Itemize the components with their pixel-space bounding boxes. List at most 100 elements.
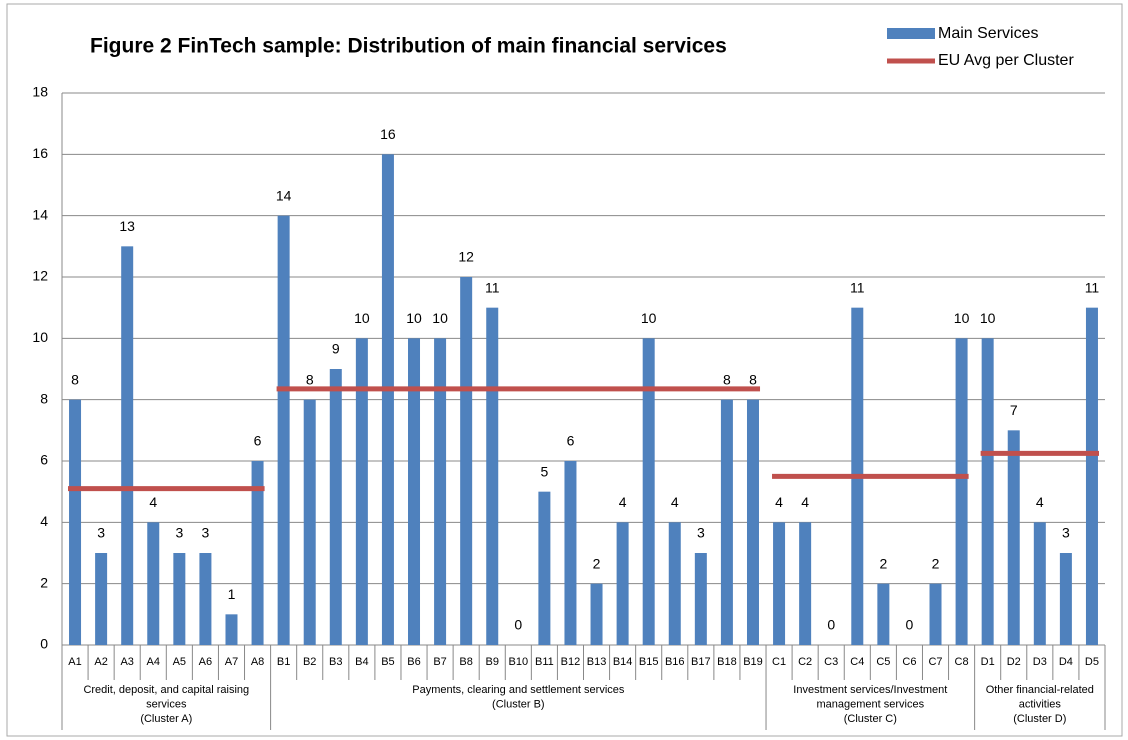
bar: [538, 491, 551, 645]
value-label: 4: [149, 494, 157, 510]
bar: [199, 553, 212, 645]
y-tick-label: 18: [32, 84, 48, 100]
x-tick-label: B8: [459, 656, 472, 668]
x-tick-label: B19: [743, 656, 763, 668]
value-label: 3: [97, 525, 105, 541]
x-tick-label: B18: [717, 656, 737, 668]
group-label: (Cluster A): [140, 713, 192, 725]
x-tick-label: B15: [639, 656, 659, 668]
value-label: 5: [540, 463, 548, 479]
y-tick-label: 2: [40, 574, 48, 590]
bar: [590, 583, 603, 645]
x-tick-label: A4: [147, 656, 160, 668]
x-tick-label: C4: [850, 656, 864, 668]
y-tick-label: 12: [32, 268, 48, 284]
chart-border: [6, 3, 1123, 737]
bar: [746, 399, 759, 645]
x-tick-label: B11: [535, 656, 554, 668]
y-tick-label: 8: [40, 390, 48, 406]
x-tick-label: B5: [381, 656, 394, 668]
value-label: 8: [71, 371, 79, 387]
value-label: 6: [567, 433, 575, 449]
x-tick-label: D3: [1033, 656, 1047, 668]
group-label: Credit, deposit, and capital raising: [83, 684, 249, 696]
y-tick-label: 16: [32, 145, 48, 161]
x-tick-label: C7: [928, 656, 942, 668]
x-tick-label: A5: [173, 656, 186, 668]
x-tick-label: B1: [277, 656, 290, 668]
bar: [121, 246, 134, 646]
x-tick-label: B4: [355, 656, 368, 668]
value-label: 1: [228, 586, 236, 602]
legend-label: EU Avg per Cluster: [938, 52, 1074, 69]
group-label: Investment services/Investment: [793, 684, 947, 696]
bar: [173, 553, 186, 645]
x-tick-label: A8: [251, 656, 264, 668]
x-tick-label: A1: [68, 656, 81, 668]
bar: [329, 369, 342, 645]
value-label: 9: [332, 341, 340, 357]
value-label: 8: [306, 371, 314, 387]
x-tick-label: B17: [691, 656, 711, 668]
x-tick-label: D2: [1007, 656, 1021, 668]
y-tick-label: 6: [40, 452, 48, 468]
x-tick-label: C3: [824, 656, 838, 668]
x-tick-label: B13: [587, 656, 607, 668]
value-label: 16: [380, 126, 396, 142]
x-tick-label: C5: [876, 656, 890, 668]
value-label: 10: [980, 310, 996, 326]
value-label: 3: [175, 525, 183, 541]
value-label: 11: [1085, 279, 1100, 295]
bar: [69, 399, 82, 645]
x-tick-label: C1: [772, 656, 786, 668]
group-label: Other financial-related: [986, 684, 1094, 696]
x-tick-label: C8: [955, 656, 969, 668]
legend-label: Main Services: [938, 25, 1038, 42]
bar: [616, 522, 629, 645]
x-tick-label: B7: [433, 656, 446, 668]
y-tick-label: 14: [32, 206, 48, 222]
value-label: 0: [906, 617, 914, 633]
bar: [668, 522, 681, 645]
bar: [720, 399, 733, 645]
bar: [147, 522, 160, 645]
x-tick-label: B2: [303, 656, 316, 668]
group-label: (Cluster B): [492, 698, 545, 710]
x-tick-label: C6: [902, 656, 916, 668]
value-label: 0: [514, 617, 522, 633]
bar: [1059, 553, 1072, 645]
bar: [408, 338, 421, 645]
x-tick-label: D4: [1059, 656, 1073, 668]
bar: [564, 461, 577, 645]
value-label: 3: [697, 525, 705, 541]
x-tick-label: C2: [798, 656, 812, 668]
x-tick-label: A6: [199, 656, 212, 668]
value-label: 4: [775, 494, 783, 510]
bar: [1085, 307, 1098, 645]
x-tick-label: B14: [613, 656, 633, 668]
bar: [303, 399, 316, 645]
x-tick-label: D1: [981, 656, 995, 668]
x-tick-label: B16: [665, 656, 685, 668]
value-label: 10: [954, 310, 970, 326]
value-label: 11: [485, 279, 500, 295]
bar: [95, 553, 108, 645]
bar: [486, 307, 499, 645]
x-tick-label: B3: [329, 656, 342, 668]
value-label: 4: [619, 494, 627, 510]
group-label: services: [146, 698, 187, 710]
value-label: 10: [432, 310, 448, 326]
value-label: 3: [202, 525, 210, 541]
group-label: activities: [1019, 698, 1062, 710]
bar: [355, 338, 368, 645]
value-label: 2: [932, 555, 940, 571]
x-tick-label: B10: [509, 656, 529, 668]
y-tick-label: 0: [40, 636, 48, 652]
x-tick-label: B12: [561, 656, 581, 668]
bar: [877, 583, 890, 645]
value-label: 2: [593, 555, 601, 571]
value-label: 14: [276, 187, 292, 203]
value-label: 3: [1062, 525, 1070, 541]
bar: [1007, 430, 1020, 645]
legend-swatch: [887, 28, 935, 39]
